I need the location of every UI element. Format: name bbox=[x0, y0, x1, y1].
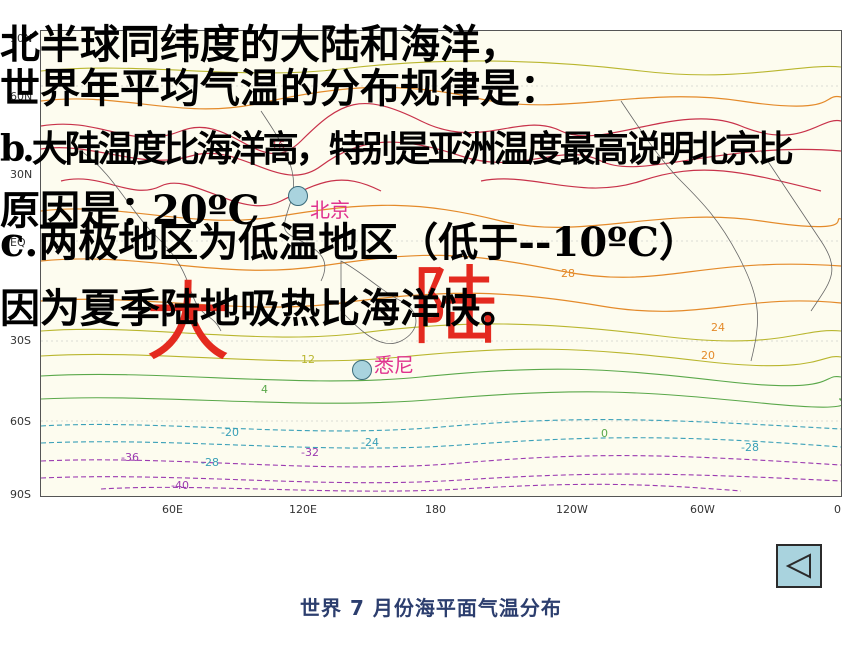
map-caption: 世界 7 月份海平面气温分布 bbox=[300, 596, 562, 620]
overlay-line-3: b.大陆温度比海洋高，特别是亚洲温度最高说明北京比 bbox=[0, 128, 794, 170]
lat-label: 60S bbox=[10, 415, 31, 428]
overlay-line-6: 因为夏季陆地吸热比海洋快。 bbox=[0, 285, 520, 332]
overlay-line-4-value: 20ºC bbox=[152, 187, 260, 234]
lat-label: 30N bbox=[10, 168, 33, 181]
contour-label: -40 bbox=[171, 479, 189, 492]
lat-label: 90N bbox=[10, 32, 33, 45]
overlay-line-2: 世界年平均气温的分布规律是： bbox=[0, 65, 560, 112]
isotherm-map: 16 24 12 4 -20 -24 -28 -32 -36 -40 -28 0… bbox=[40, 30, 842, 497]
overlay-line-1: 北半球同纬度的大陆和海洋， bbox=[0, 21, 520, 68]
lon-label: 120E bbox=[289, 503, 317, 516]
lat-label: 30S bbox=[10, 334, 31, 347]
contour-label: -28 bbox=[201, 456, 219, 469]
contour-label: 24 bbox=[711, 321, 725, 334]
overlay-line-5: c.两极地区为低温地区（低于--10ºC） bbox=[0, 219, 699, 266]
lon-label: 180 bbox=[425, 503, 446, 516]
beijing-label: 北京 bbox=[310, 198, 350, 222]
sydney-label: 悉尼 bbox=[374, 353, 414, 377]
contour-label: 12 bbox=[301, 353, 315, 366]
beijing-marker bbox=[288, 186, 308, 206]
lat-label: 90S bbox=[10, 488, 31, 501]
isotherm-lines bbox=[41, 60, 841, 492]
contour-label: -24 bbox=[361, 436, 379, 449]
contour-label: 0 bbox=[601, 427, 608, 440]
lon-label: 60E bbox=[162, 503, 183, 516]
sydney-marker bbox=[352, 360, 372, 380]
continent-char-lu: 陆 bbox=[412, 257, 498, 357]
contour-label: -20 bbox=[221, 426, 239, 439]
overlay-line-4-text: 原因是： bbox=[0, 187, 160, 234]
lon-label: 60W bbox=[690, 503, 715, 516]
previous-slide-button[interactable] bbox=[776, 544, 822, 588]
overlay-line-4: 原因是：20ºC bbox=[0, 188, 260, 234]
lat-label: EQ bbox=[10, 236, 26, 249]
continent-char-da: 大 bbox=[145, 273, 231, 373]
contour-label: 28 bbox=[561, 267, 575, 280]
contour-label: 4 bbox=[261, 383, 268, 396]
triangle-left-icon bbox=[785, 553, 811, 579]
contour-label: -28 bbox=[741, 441, 759, 454]
lat-label: 60N bbox=[10, 90, 33, 103]
lon-label: 120W bbox=[556, 503, 588, 516]
contour-label: -36 bbox=[121, 451, 139, 464]
contour-label: -32 bbox=[301, 446, 319, 459]
lon-label: 0 bbox=[834, 503, 841, 516]
contour-label: 20 bbox=[701, 349, 715, 362]
contour-label: 16 bbox=[271, 139, 285, 152]
